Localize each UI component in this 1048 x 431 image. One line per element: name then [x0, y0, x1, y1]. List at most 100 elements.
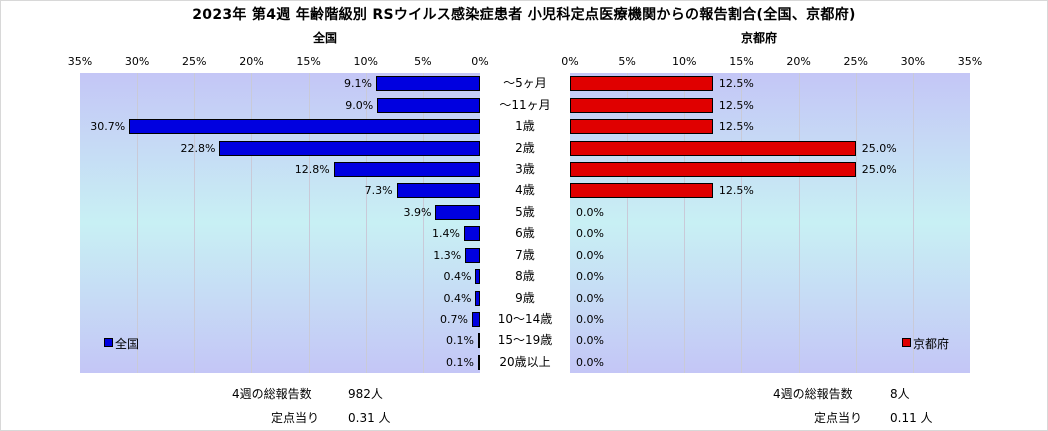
kyoto-data-label: 0.0% — [576, 270, 604, 284]
kyoto-bar — [570, 119, 713, 135]
national-legend: 全国 — [104, 337, 139, 351]
left-panel-title: 全国 — [313, 31, 338, 45]
national-legend-swatch — [104, 338, 113, 347]
national-data-label: 0.7% — [440, 312, 468, 326]
age-category-label: 5歳 — [515, 204, 535, 219]
national-x-tick-label: 35% — [67, 55, 93, 68]
kyoto-x-tick-label: 25% — [843, 55, 868, 68]
age-category-label: 3歳 — [515, 161, 535, 176]
kyoto-data-label: 12.5% — [718, 184, 754, 198]
national-per-label: 定点当り — [271, 411, 320, 425]
kyoto-bar — [570, 183, 713, 199]
national-data-label: 12.8% — [294, 162, 330, 176]
national-gridline — [137, 73, 139, 373]
national-x-tick-label: 0% — [471, 55, 489, 68]
national-x-tick-label: 10% — [353, 55, 378, 68]
kyoto-per-label: 定点当り — [814, 411, 863, 425]
national-x-tick-label: 30% — [124, 55, 150, 68]
age-category-label: 7歳 — [515, 247, 535, 262]
right-panel-title: 京都府 — [741, 31, 778, 45]
kyoto-data-label: 0.0% — [576, 248, 604, 262]
chart-area: ～5ヶ月 9.1% 12.5% ～11ヶ月 9.0% 12.5% 1歳 30.7% 12.5% 2… — [0, 73, 1048, 373]
kyoto-per-value: 0.11 人 — [890, 411, 933, 425]
national-bar — [219, 140, 480, 156]
age-category-label: 1歳 — [515, 119, 535, 134]
national-gridline — [194, 73, 196, 373]
national-gridline — [308, 73, 310, 373]
national-gridline — [365, 73, 367, 373]
national-data-label: 0.1% — [446, 355, 474, 369]
national-bar — [464, 226, 480, 242]
kyoto-plot-area — [570, 73, 970, 373]
kyoto-bar — [570, 161, 856, 177]
kyoto-x-tick-label: 0% — [561, 55, 579, 68]
kyoto-x-tick-label: 35% — [957, 55, 983, 68]
kyoto-data-label: 0.0% — [576, 312, 604, 326]
age-category-label: 10～14歳 — [497, 311, 553, 326]
national-data-label: 1.3% — [433, 248, 462, 262]
national-bar — [478, 354, 480, 370]
kyoto-total-value: 8人 — [890, 387, 910, 401]
national-bar — [478, 333, 480, 349]
national-bar — [475, 269, 480, 285]
national-x-tick-label: 25% — [182, 55, 207, 68]
chart-title: 2023年 第4週 年齢階級別 RSウイルス感染症患者 小児科定点医療機関からの… — [192, 7, 856, 23]
age-category-label: ～11ヶ月 — [499, 97, 551, 112]
kyoto-x-tick-label: 30% — [900, 55, 926, 68]
national-data-label: 1.4% — [432, 227, 460, 241]
national-gridline — [422, 73, 424, 373]
kyoto-data-label: 12.5% — [718, 98, 754, 112]
kyoto-data-label: 25.0% — [861, 141, 897, 155]
kyoto-bar — [570, 76, 713, 92]
national-bar — [396, 183, 480, 199]
national-bar — [472, 311, 480, 327]
national-total-value: 982人 — [348, 387, 383, 401]
national-data-label: 0.4% — [443, 291, 472, 305]
age-category-label: 4歳 — [515, 183, 535, 198]
national-bar — [377, 97, 480, 113]
national-per-value: 0.31 人 — [348, 411, 391, 425]
kyoto-gridline — [684, 73, 686, 373]
national-bar — [129, 119, 480, 135]
national-legend-label: 全国 — [115, 337, 140, 351]
national-data-label: 30.7% — [90, 120, 126, 134]
kyoto-data-label: 0.0% — [576, 291, 604, 305]
national-data-label: 22.8% — [180, 141, 216, 155]
kyoto-bar — [570, 97, 713, 113]
kyoto-legend-label: 京都府 — [913, 337, 950, 351]
national-data-label: 3.9% — [403, 205, 432, 219]
national-plot-area — [80, 73, 480, 373]
national-data-label: 7.3% — [364, 184, 393, 198]
kyoto-data-label: 0.0% — [576, 355, 604, 369]
age-category-label: 20歳以上 — [499, 354, 551, 369]
national-x-tick-label: 20% — [239, 55, 264, 68]
kyoto-x-tick-label: 10% — [672, 55, 697, 68]
age-category-label: 6歳 — [515, 226, 535, 241]
kyoto-gridline — [855, 73, 857, 373]
kyoto-x-tick-label: 5% — [618, 55, 636, 68]
national-bar — [435, 204, 480, 220]
kyoto-legend-swatch — [902, 338, 911, 347]
kyoto-x-tick-label: 15% — [729, 55, 754, 68]
kyoto-data-label: 12.5% — [718, 120, 754, 134]
national-gridline — [251, 73, 253, 373]
kyoto-data-label: 12.5% — [718, 77, 754, 91]
kyoto-total-label: 4週の総報告数 — [773, 387, 853, 401]
national-data-label: 9.1% — [344, 77, 372, 91]
kyoto-bar — [570, 140, 856, 156]
national-data-label: 0.1% — [446, 334, 474, 348]
national-bar — [333, 161, 480, 177]
national-total-label: 4週の総報告数 — [232, 387, 312, 401]
kyoto-data-label: 25.0% — [861, 162, 897, 176]
kyoto-gridline — [912, 73, 914, 373]
national-bar — [376, 76, 480, 92]
national-x-tick-label: 15% — [296, 55, 321, 68]
kyoto-legend: 京都府 — [902, 337, 949, 351]
national-data-label: 0.4% — [443, 270, 472, 284]
age-category-label: ～5ヶ月 — [503, 76, 547, 91]
age-category-label: 9歳 — [515, 290, 535, 305]
kyoto-gridline — [627, 73, 629, 373]
national-data-label: 9.0% — [345, 98, 374, 112]
national-bar — [475, 290, 480, 306]
age-category-label: 8歳 — [515, 269, 535, 284]
